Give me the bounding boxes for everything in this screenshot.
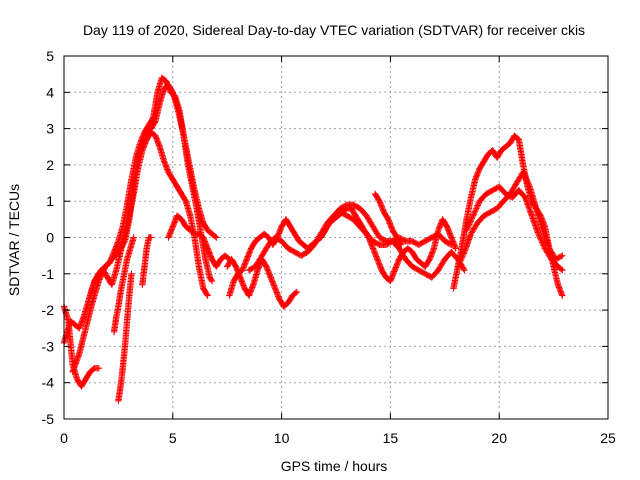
data-point (559, 252, 566, 259)
x-tick-label: 25 (600, 430, 616, 446)
data-point (464, 225, 471, 232)
data-point (471, 208, 479, 215)
data-point (128, 270, 135, 277)
data-point (398, 241, 405, 248)
data-point (455, 261, 462, 269)
y-tick-label: 3 (46, 121, 54, 137)
data-point (467, 216, 475, 224)
y-tick-label: 0 (46, 230, 54, 246)
data-point (456, 258, 464, 266)
data-point (539, 239, 546, 246)
data-point (204, 292, 211, 299)
data-point (459, 253, 466, 260)
x-tick-label: 15 (383, 430, 399, 446)
data-point (292, 289, 299, 297)
data-point (473, 205, 480, 212)
data-point (464, 224, 472, 231)
axis-ticks: 0 5 10 15 20 25 -5 -4 -3 -2 -1 0 1 2 3 4 5 (42, 48, 616, 446)
x-axis-label: GPS time / hours (281, 458, 388, 474)
x-tick-label: 10 (274, 430, 290, 446)
data-point (147, 234, 155, 241)
data-point (457, 256, 465, 263)
data-point (455, 260, 463, 267)
data-point (559, 292, 566, 299)
y-tick-label: -4 (42, 375, 55, 391)
data-point (521, 173, 529, 180)
data-point (523, 176, 530, 183)
data-point (458, 254, 465, 262)
data-point (521, 171, 528, 179)
data-point (151, 119, 158, 126)
data-point (471, 209, 478, 217)
data-point (452, 245, 459, 252)
data-point (535, 232, 543, 239)
data-point (446, 240, 454, 248)
data-point (470, 211, 477, 218)
data-point (539, 240, 547, 248)
y-tick-label: 5 (46, 48, 54, 64)
data-point (459, 251, 467, 259)
data-point (460, 250, 467, 257)
data-point (213, 234, 220, 241)
chart-title: Day 119 of 2020, Sidereal Day-to-day VTE… (83, 22, 585, 38)
data-point (130, 234, 137, 241)
data-point (468, 215, 475, 222)
data-point (465, 221, 473, 228)
data-point (523, 177, 531, 185)
data-point (538, 237, 545, 245)
grid-lines (64, 56, 608, 419)
y-tick-label: 4 (46, 84, 54, 100)
data-point (525, 182, 533, 189)
data-point (558, 266, 565, 273)
data-point (457, 257, 464, 264)
data-point (208, 276, 215, 284)
data-point (475, 200, 482, 208)
data-point (522, 174, 529, 182)
data-point (473, 203, 481, 211)
data-point (448, 241, 455, 248)
data-point (466, 219, 474, 227)
data-point (520, 170, 527, 177)
y-tick-label: -2 (42, 302, 55, 318)
x-tick-label: 5 (169, 430, 177, 446)
y-tick-label: 1 (46, 193, 54, 209)
data-point (525, 180, 532, 187)
data-point (469, 212, 477, 219)
data-point (535, 230, 542, 238)
data-point (461, 266, 468, 274)
x-tick-label: 0 (60, 430, 68, 446)
data-point (537, 235, 544, 242)
data-point (519, 168, 527, 176)
data-point (474, 202, 481, 209)
data-point (472, 206, 479, 214)
data-point (469, 213, 476, 221)
data-point (540, 242, 547, 249)
data-point (467, 218, 474, 225)
data-point (537, 236, 545, 243)
data-point (463, 227, 470, 234)
y-axis-label: SDTVAR / TECUs (6, 184, 22, 296)
x-tick-label: 20 (491, 430, 507, 446)
data-point (524, 179, 531, 186)
data-points (60, 74, 566, 405)
data-point (460, 265, 467, 273)
data-point (293, 288, 301, 296)
data-point (203, 291, 211, 298)
y-tick-label: -3 (42, 338, 55, 354)
y-tick-label: 2 (46, 157, 54, 173)
data-point (541, 243, 548, 251)
data-point (559, 266, 566, 274)
data-point (557, 253, 565, 260)
data-point (397, 240, 404, 247)
data-point (536, 233, 543, 240)
data-point (465, 222, 472, 230)
data-point (212, 233, 219, 240)
y-tick-label: -1 (42, 266, 55, 282)
data-point (454, 263, 462, 270)
data-point (208, 277, 216, 285)
data-point (95, 364, 103, 372)
y-tick-label: -5 (42, 411, 55, 427)
